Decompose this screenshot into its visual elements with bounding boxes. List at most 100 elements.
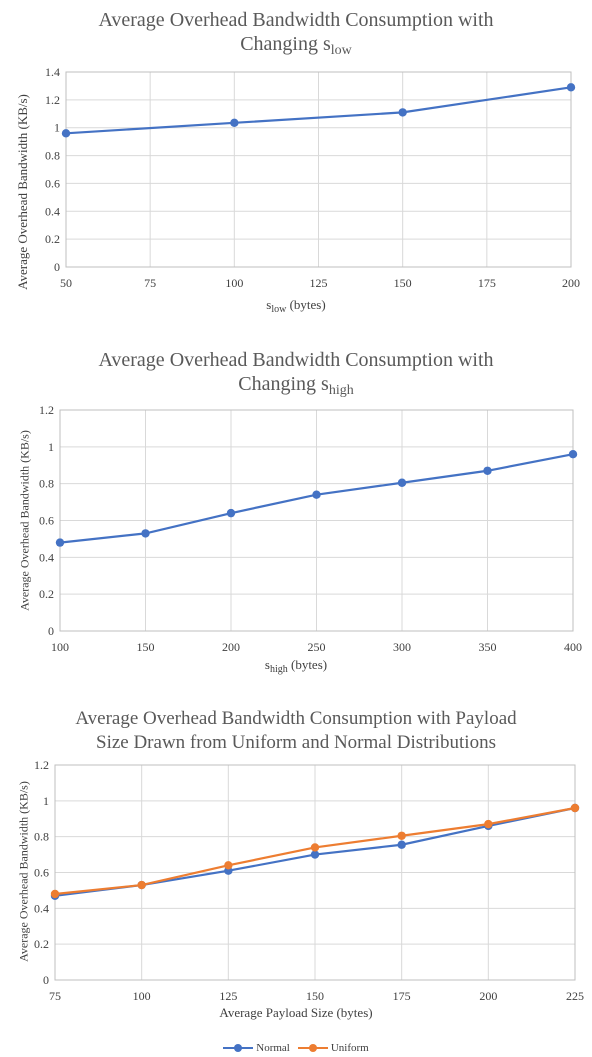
series-line [65, 86, 572, 135]
y-tick-label: 0 [54, 260, 60, 274]
data-point-uniform [484, 819, 493, 829]
y-tick-label: 1 [48, 440, 54, 454]
x-tick-label: 200 [479, 989, 497, 1003]
y-tick-label: 0 [43, 973, 49, 987]
y-tick-label: 0.4 [39, 550, 54, 564]
x-tick-label: 100 [225, 276, 243, 290]
chart-1-x-axis-label-sub: low [271, 304, 287, 315]
chart-2-title: Average Overhead Bandwidth Consumption w… [0, 348, 592, 403]
x-tick-label: 300 [393, 640, 411, 654]
data-point [483, 466, 492, 475]
chart-3-title-line2: Size Drawn from Uniform and Normal Distr… [96, 732, 496, 753]
chart-1-title-line1: Average Overhead Bandwidth Consumption w… [98, 9, 494, 31]
chart-1-title: Average Overhead Bandwidth Consumption w… [0, 8, 592, 63]
chart-1-x-axis-label: slow (bytes) [0, 297, 592, 315]
x-tick-label: 350 [479, 640, 497, 654]
chart-3-x-axis-label: Average Payload Size (bytes) [219, 1005, 373, 1020]
x-tick-label: 125 [219, 989, 237, 1003]
y-tick-label: 0.2 [39, 587, 54, 601]
x-tick-label: 225 [566, 989, 584, 1003]
x-tick-label: 100 [51, 640, 69, 654]
plot-area-border [65, 71, 572, 268]
x-tick-label: 150 [137, 640, 155, 654]
x-tick-label: 125 [310, 276, 328, 290]
x-tick-label: 200 [562, 276, 580, 290]
data-point-uniform [50, 889, 60, 899]
y-tick-label: 0.2 [34, 937, 49, 951]
x-tick-label: 175 [393, 989, 411, 1003]
chart-1-x-axis-label-unit: (bytes) [286, 297, 326, 312]
y-tick-label: 0.8 [39, 477, 54, 491]
y-tick-label: 0.6 [34, 866, 49, 880]
chart-3-y-axis-label: Average Overhead Bandwidth (KB/s) [16, 781, 31, 962]
x-tick-label: 200 [222, 640, 240, 654]
x-tick-label: 100 [133, 989, 151, 1003]
y-tick-label: 1.2 [39, 403, 54, 417]
chart-1-x-axis-label-text: s [266, 297, 272, 312]
legend-label-uniform: Uniform [330, 1042, 369, 1054]
legend-marker-normal [234, 1044, 243, 1052]
x-tick-label: 150 [306, 989, 324, 1003]
y-tick-label: 0.8 [34, 830, 49, 844]
chart-3-title-line1: Average Overhead Bandwidth Consumption w… [75, 708, 517, 729]
x-tick-label: 175 [478, 276, 496, 290]
x-tick-label: 75 [49, 989, 61, 1003]
x-tick-label: 250 [308, 640, 326, 654]
data-point [230, 118, 239, 128]
data-point [61, 129, 71, 138]
legend-key-normal [223, 1043, 254, 1053]
y-tick-label: 0.2 [45, 232, 60, 246]
y-tick-label: 0.8 [45, 149, 60, 163]
y-tick-label: 0.6 [39, 514, 54, 528]
chart-1-title-line2-sub: low [330, 43, 352, 58]
y-tick-label: 1 [43, 794, 49, 808]
legend-marker-uniform [308, 1044, 317, 1052]
data-point [397, 478, 407, 487]
chart-1-plot: 0 0.2 0.4 0.6 0.8 1 1.2 1.4 50 75 100 125 150 175 200 [45, 65, 580, 290]
data-point-uniform [224, 861, 233, 870]
chart-3-title: Average Overhead Bandwidth Consumption w… [0, 707, 592, 755]
legend-item-uniform: Uniform [297, 1042, 369, 1054]
data-point-uniform [570, 803, 580, 813]
data-point [55, 538, 65, 547]
legend-item-normal: Normal [223, 1042, 290, 1054]
data-point [398, 108, 407, 117]
y-tick-label: 0 [48, 624, 54, 638]
legend-label-normal: Normal [256, 1042, 290, 1054]
data-point [312, 490, 321, 499]
y-tick-label: 1.2 [45, 93, 60, 107]
chart-2-x-axis-label-text: s [264, 657, 270, 672]
y-tick-label: 1 [54, 121, 60, 135]
data-point [568, 450, 578, 459]
data-point-uniform [137, 880, 146, 890]
legend-key-uniform [297, 1043, 328, 1053]
y-tick-label: 1.4 [45, 65, 60, 79]
y-tick-label: 0.4 [45, 204, 60, 218]
chart-2-x-axis-label-sub: high [269, 664, 288, 675]
chart-3-legend: Normal Uniform [0, 1040, 592, 1056]
chart-2-x-axis-label-unit: (bytes) [287, 657, 328, 672]
chart-2-x-axis-label: shigh (bytes) [0, 657, 592, 675]
chart-2-title-line2-text: Changing s [238, 373, 329, 395]
y-tick-label: 0.4 [34, 901, 49, 915]
x-tick-label: 50 [60, 276, 72, 290]
data-point [566, 83, 576, 92]
data-point-uniform [397, 831, 406, 840]
chart-1-title-line2: Changing slow [0, 32, 592, 63]
chart-2-title-line2: Changing shigh [0, 372, 592, 403]
plot-area-border [59, 409, 574, 632]
y-tick-label: 0.6 [45, 176, 60, 190]
x-tick-label: 75 [144, 276, 156, 290]
x-tick-label: 150 [394, 276, 412, 290]
y-tick-label: 1.2 [34, 758, 49, 772]
data-point-normal [310, 850, 320, 859]
plot-area-border [54, 764, 576, 981]
chart-2-title-line1: Average Overhead Bandwidth Consumption w… [98, 349, 494, 371]
chart-2-plot: 0 0.2 0.4 0.6 0.8 1 1.2 100 150 200 250 300 350 400 [39, 403, 582, 654]
data-point-normal [397, 840, 406, 849]
chart-2-title-line2-sub: high [328, 383, 354, 398]
x-tick-label: 400 [564, 640, 582, 654]
data-point [226, 508, 236, 518]
